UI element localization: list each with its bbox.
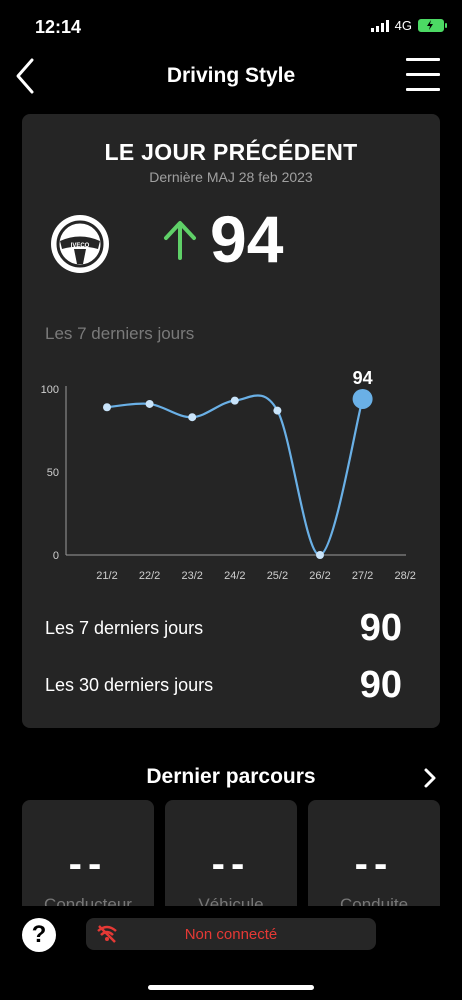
wifi-off-icon — [97, 925, 117, 943]
chart-caption: Les 7 derniers jours — [45, 324, 195, 343]
header: Driving Style — [0, 52, 462, 102]
connection-status-badge: Non connecté — [86, 918, 376, 950]
back-button[interactable] — [12, 56, 40, 96]
data-point — [103, 403, 111, 412]
highlight-point — [352, 388, 373, 409]
card-title: LE JOUR PRÉCÉDENT — [104, 139, 358, 165]
y-tick-label: 0 — [53, 550, 59, 562]
x-tick-label: 26/2 — [309, 570, 330, 582]
tile-value: -- — [211, 842, 251, 886]
data-point — [230, 396, 239, 405]
summary-label: Les 7 derniers jours — [45, 617, 204, 638]
status-indicators: 4G — [370, 18, 447, 33]
tile-value: -- — [68, 842, 108, 886]
score-line-chart: 0 50 100 21/2 22/2 23/2 24/2 25/2 26/2 27/2 28/2 94 — [41, 368, 416, 582]
summary-value: 90 — [359, 606, 402, 649]
daily-score: 94 — [210, 202, 284, 276]
trip-tile[interactable]: -- Conduite — [308, 800, 440, 906]
trend-up-arrow-icon — [164, 221, 196, 260]
y-tick-label: 50 — [47, 467, 59, 479]
steering-wheel-icon: IVECO — [51, 215, 109, 273]
menu-icon-bar — [406, 58, 440, 61]
menu-button[interactable] — [406, 58, 440, 94]
tile-label: Conducteur — [44, 895, 132, 906]
trip-tile[interactable]: -- Conducteur — [22, 800, 154, 906]
connection-status-text: Non connecté — [184, 926, 278, 943]
x-tick-label: 28/2 — [394, 570, 415, 582]
highlight-label: 94 — [353, 368, 373, 388]
data-point — [188, 413, 197, 422]
network-type: 4G — [394, 18, 412, 33]
summary-value: 90 — [359, 663, 402, 706]
status-bar: 12:14 4G — [0, 0, 462, 50]
status-time: 12:14 — [35, 17, 82, 37]
x-tick-label: 25/2 — [267, 570, 288, 582]
chevron-right-icon[interactable] — [422, 767, 438, 789]
summary-row-30-days: Les 30 derniers jours 90 — [45, 663, 402, 706]
data-point — [145, 399, 154, 408]
y-tick-label: 100 — [41, 384, 59, 396]
chevron-left-icon — [16, 58, 34, 94]
battery-icon — [418, 19, 447, 32]
summary-label: Les 30 derniers jours — [45, 674, 214, 695]
last-trip-title: Dernier parcours — [146, 765, 316, 788]
iveco-logo-text: IVECO — [71, 243, 90, 249]
last-trip-tiles: -- Conducteur -- Véhicule -- Conduite — [22, 800, 440, 906]
x-tick-label: 23/2 — [181, 570, 202, 582]
data-point — [316, 551, 324, 559]
page-title: Driving Style — [166, 64, 296, 87]
trip-tile[interactable]: -- Véhicule — [165, 800, 297, 906]
menu-icon-bar — [406, 88, 440, 91]
x-tick-label: 24/2 — [224, 570, 245, 582]
x-tick-label: 22/2 — [139, 570, 160, 582]
x-tick-label: 21/2 — [96, 570, 117, 582]
menu-icon-bar — [406, 73, 440, 76]
data-point — [273, 406, 282, 415]
signal-icon — [370, 19, 389, 32]
help-button[interactable]: ? — [22, 918, 56, 952]
home-indicator — [148, 985, 314, 990]
driving-score-card: LE JOUR PRÉCÉDENT Dernière MAJ 28 feb 20… — [22, 114, 440, 728]
tile-label: Conduite — [339, 895, 409, 906]
summary-row-7-days: Les 7 derniers jours 90 — [45, 606, 402, 649]
x-tick-label: 27/2 — [352, 570, 373, 582]
tile-value: -- — [354, 842, 394, 886]
score-series-line — [106, 394, 364, 557]
tile-label: Véhicule — [198, 895, 264, 906]
last-update: Dernière MAJ 28 feb 2023 — [149, 169, 313, 185]
